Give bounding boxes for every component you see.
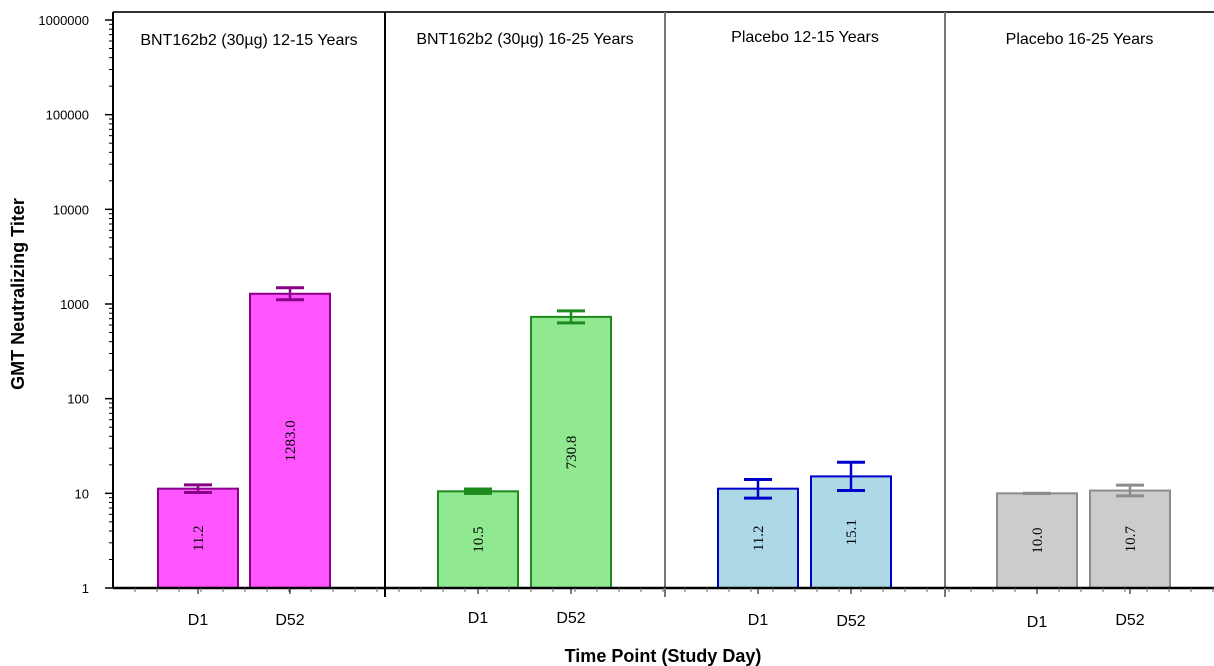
bar-value-label: 10.5: [471, 527, 487, 553]
x-category-label: D52: [1115, 612, 1144, 629]
x-axis-title: Time Point (Study Day): [565, 646, 762, 666]
y-tick-label: 1000: [60, 297, 89, 312]
bar: [717, 487, 799, 590]
x-category-label: D52: [275, 612, 304, 629]
bar-value-label: 15.1: [844, 519, 860, 545]
bar-value-label: 1283.0: [283, 420, 299, 461]
bar: [157, 487, 239, 590]
axes-layer: [105, 12, 1214, 597]
panel-title: Placebo 12-15 Years: [731, 29, 879, 46]
panel-frames: [113, 11, 1214, 588]
panel-title: BNT162b2 (30µg) 12-15 Years: [140, 32, 357, 49]
y-tick-label: 10: [75, 486, 89, 501]
x-category-label: D52: [836, 613, 865, 630]
y-tick-label: 1000000: [38, 13, 89, 28]
panel-title: Placebo 16-25 Years: [1006, 31, 1154, 48]
x-category-label: D1: [748, 612, 769, 629]
x-category-label: D1: [1027, 614, 1048, 631]
bar-value-label: 10.7: [1123, 526, 1139, 553]
y-axis-title: GMT Neutralizing Titer: [8, 198, 28, 390]
bar-value-label: 730.8: [564, 436, 580, 470]
bar-value-label: 11.2: [191, 525, 207, 551]
bar-value-label: 10.0: [1030, 528, 1046, 554]
bar: [1089, 489, 1171, 589]
y-tick-label: 100: [67, 392, 89, 407]
panel-title: BNT162b2 (30µg) 16-25 Years: [416, 31, 633, 48]
y-tick-label: 100000: [46, 108, 89, 123]
y-tick-label: 10000: [53, 202, 89, 217]
x-category-label: D1: [188, 612, 209, 629]
x-category-label: D1: [468, 610, 489, 627]
y-tick-label: 1: [82, 581, 89, 596]
x-category-label: D52: [556, 610, 585, 627]
labels-layer: 1 10 100 1000 10000 100000 1000000 BNT162b2 (30…: [38, 13, 1153, 631]
bar-value-label: 11.2: [751, 525, 767, 551]
bar: [249, 292, 331, 589]
